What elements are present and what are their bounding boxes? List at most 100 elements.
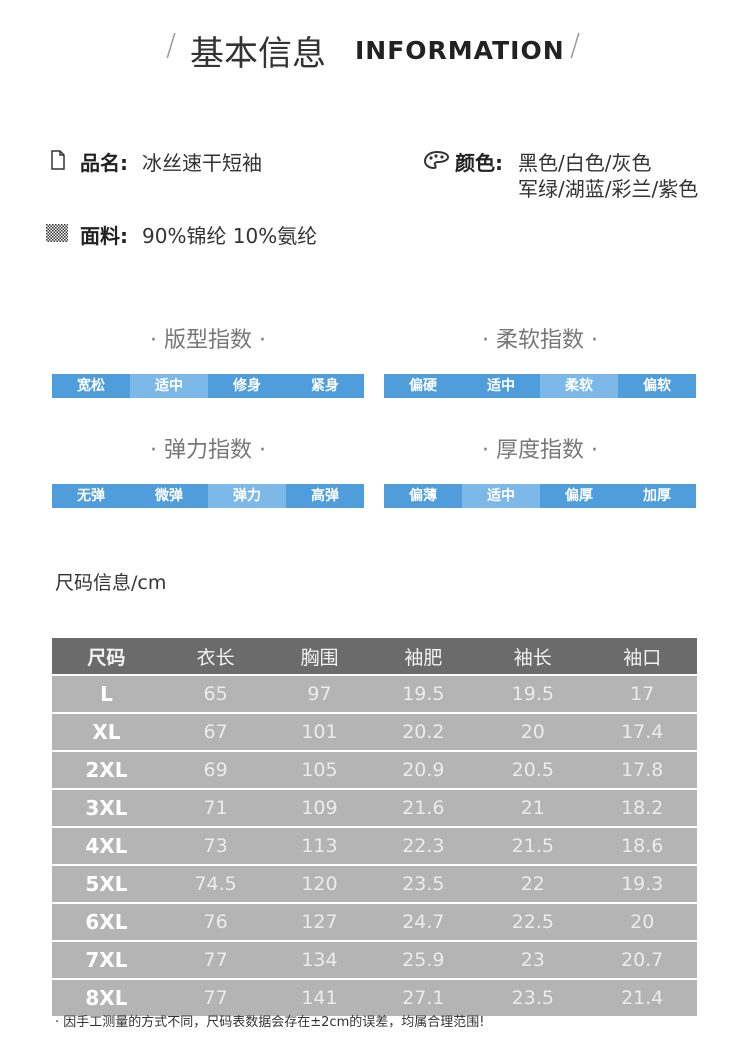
scale-option: 宽松 xyxy=(52,374,130,398)
table-cell: L xyxy=(52,675,161,714)
doc-icon xyxy=(51,150,65,170)
table-cell: 22.5 xyxy=(478,903,588,942)
table-cell: 20.5 xyxy=(478,751,588,790)
table-title: 尺码信息/cm xyxy=(55,572,167,594)
label: 品名: xyxy=(80,151,128,175)
table-cell: 113 xyxy=(270,827,369,866)
table-cell: 19.5 xyxy=(478,675,588,714)
value: 军绿/湖蓝/彩兰/紫色 xyxy=(518,177,699,201)
table-cell: 109 xyxy=(270,789,369,828)
table-cell: 23.5 xyxy=(368,865,479,904)
scale-option: 修身 xyxy=(208,374,286,398)
note: · 因手工测量的方式不同，尺码表数据会存在±2cm的误差，均属合理范围! xyxy=(55,1015,485,1030)
table-cell: 97 xyxy=(270,675,369,714)
header-cell: 衣长 xyxy=(160,638,271,676)
table-cell: 101 xyxy=(270,713,369,752)
table-cell: 21.4 xyxy=(587,979,697,1018)
table-cell: 23 xyxy=(478,941,588,980)
table-cell: 120 xyxy=(270,865,369,904)
table-cell: 2XL xyxy=(52,751,161,790)
table-cell: 22.3 xyxy=(368,827,479,866)
table-cell: 77 xyxy=(160,979,271,1018)
table-cell: 21.6 xyxy=(368,789,479,828)
scale-option: 偏硬 xyxy=(384,374,462,398)
table-cell: 19.3 xyxy=(587,865,697,904)
scale-option: 加厚 xyxy=(618,484,696,508)
table-cell: 65 xyxy=(160,675,271,714)
table-cell: 71 xyxy=(160,789,271,828)
table-cell: 105 xyxy=(270,751,369,790)
table-cell: 20.9 xyxy=(368,751,479,790)
table-cell: 8XL xyxy=(52,979,161,1018)
table-cell: 69 xyxy=(160,751,271,790)
scale-option: 偏软 xyxy=(618,374,696,398)
scale-option: 柔软 xyxy=(540,374,618,398)
scale-title: · 弹力指数 · xyxy=(150,438,266,463)
header-row: 尺码 衣长 胸围 袖肥 袖长 袖口 xyxy=(52,638,697,676)
scale-option: 紧身 xyxy=(286,374,364,398)
value: 90%锦纶 10%氨纶 xyxy=(142,224,318,248)
table-cell: 24.7 xyxy=(368,903,479,942)
scale-bar: 宽松 适中 修身 紧身 xyxy=(52,374,364,398)
table-row: 2XL 69 105 20.9 20.5 17.8 xyxy=(52,751,697,790)
table-cell: 27.1 xyxy=(368,979,479,1018)
scale-bar: 偏薄 适中 偏厚 加厚 xyxy=(384,484,696,508)
size-table: 尺码 衣长 胸围 袖肥 袖长 袖口 L 65 97 19.5 19.5 17 XL 67 101 20.2 20… xyxy=(52,638,697,1018)
divider: / xyxy=(166,28,177,63)
scale-title: · 版型指数 · xyxy=(150,328,266,353)
header-cell: 袖长 xyxy=(478,638,588,676)
table-row: 3XL 71 109 21.6 21 18.2 xyxy=(52,789,697,828)
table-cell: 141 xyxy=(270,979,369,1018)
table-cell: 18.2 xyxy=(587,789,697,828)
table-cell: 21.5 xyxy=(478,827,588,866)
header-cell: 尺码 xyxy=(52,638,161,676)
table-row: 7XL 77 134 25.9 23 20.7 xyxy=(52,941,697,980)
scale-title: · 厚度指数 · xyxy=(482,438,598,463)
table-cell: 20 xyxy=(478,713,588,752)
header-cell: 袖肥 xyxy=(368,638,479,676)
scale-option: 偏薄 xyxy=(384,484,462,508)
scale-bar: 偏硬 适中 柔软 偏软 xyxy=(384,374,696,398)
table-cell: 127 xyxy=(270,903,369,942)
palette-icon xyxy=(424,150,450,170)
table-cell: XL xyxy=(52,713,161,752)
table-row: 8XL 77 141 27.1 23.5 21.4 xyxy=(52,979,697,1018)
table-cell: 17 xyxy=(587,675,697,714)
scale-option: 弹力 xyxy=(208,484,286,508)
table-cell: 20.7 xyxy=(587,941,697,980)
table-cell: 76 xyxy=(160,903,271,942)
title-en: INFORMATION xyxy=(355,36,565,65)
scale-bar: 无弹 微弹 弹力 高弹 xyxy=(52,484,364,508)
table-cell: 17.8 xyxy=(587,751,697,790)
table-row: 5XL 74.5 120 23.5 22 19.3 xyxy=(52,865,697,904)
scale-option: 偏厚 xyxy=(540,484,618,508)
table-cell: 73 xyxy=(160,827,271,866)
scale-option: 适中 xyxy=(130,374,208,398)
table-cell: 21 xyxy=(478,789,588,828)
fabric-icon xyxy=(46,224,68,242)
table-cell: 5XL xyxy=(52,865,161,904)
table-cell: 7XL xyxy=(52,941,161,980)
table-row: 4XL 73 113 22.3 21.5 18.6 xyxy=(52,827,697,866)
scale-option: 适中 xyxy=(462,374,540,398)
table-cell: 19.5 xyxy=(368,675,479,714)
table-cell: 3XL xyxy=(52,789,161,828)
table-cell: 20 xyxy=(587,903,697,942)
table-cell: 22 xyxy=(478,865,588,904)
table-row: XL 67 101 20.2 20 17.4 xyxy=(52,713,697,752)
table-row: 6XL 76 127 24.7 22.5 20 xyxy=(52,903,697,942)
scale-title: · 柔软指数 · xyxy=(482,328,598,353)
divider: / xyxy=(570,28,581,63)
header-cell: 胸围 xyxy=(270,638,369,676)
label: 面料: xyxy=(80,224,128,248)
table-cell: 77 xyxy=(160,941,271,980)
scale-option: 无弹 xyxy=(52,484,130,508)
table-cell: 25.9 xyxy=(368,941,479,980)
value: 冰丝速干短袖 xyxy=(142,151,262,175)
table-cell: 18.6 xyxy=(587,827,697,866)
table-cell: 6XL xyxy=(52,903,161,942)
scale-option: 高弹 xyxy=(286,484,364,508)
table-cell: 20.2 xyxy=(368,713,479,752)
table-row: L 65 97 19.5 19.5 17 xyxy=(52,675,697,714)
table-cell: 17.4 xyxy=(587,713,697,752)
